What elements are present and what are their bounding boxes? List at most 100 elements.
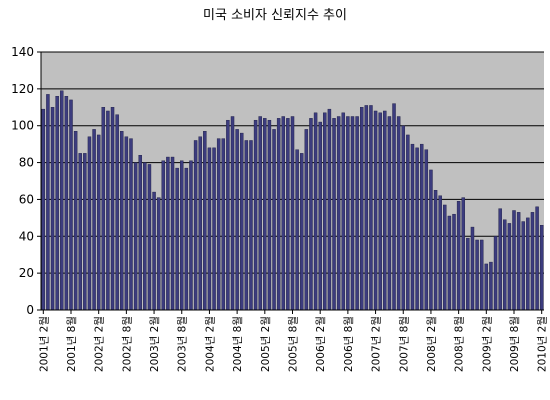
- x-tick-label: 2009년 2월: [481, 316, 493, 372]
- bar: [300, 153, 304, 311]
- x-tick-label: 2001년 8월: [66, 316, 78, 372]
- bar: [244, 140, 249, 311]
- bar: [115, 114, 119, 311]
- bar: [129, 138, 133, 311]
- bar: [373, 110, 378, 311]
- bar: [290, 116, 295, 311]
- bar: [341, 112, 345, 311]
- bar: [406, 134, 410, 311]
- bar: [346, 116, 350, 311]
- y-tick-label: 100: [11, 119, 34, 133]
- bar: [392, 103, 396, 311]
- bar: [350, 116, 355, 311]
- bar: [443, 204, 447, 311]
- bar: [387, 116, 392, 311]
- x-tick-label: 2008년 8월: [454, 316, 466, 372]
- bar: [198, 136, 202, 311]
- x-tick-label: 2004년 8월: [232, 316, 244, 372]
- x-tick-label: 2005년 2월: [260, 316, 272, 372]
- bar: [175, 167, 179, 311]
- bar: [456, 201, 461, 311]
- x-tick-label: 2001년 2월: [38, 316, 50, 372]
- bar: [452, 213, 456, 311]
- bar: [180, 160, 184, 311]
- bar: [383, 110, 387, 311]
- bar: [433, 190, 438, 311]
- bar: [124, 136, 129, 311]
- bar: [83, 153, 87, 311]
- bar: [240, 132, 244, 311]
- bar: [447, 215, 452, 311]
- bar: [235, 129, 239, 311]
- x-tick-label: 2008년 2월: [426, 316, 438, 372]
- bar: [276, 118, 281, 311]
- bar: [216, 138, 221, 311]
- bar: [364, 105, 369, 311]
- bar: [138, 154, 142, 311]
- bar: [461, 197, 465, 311]
- bar: [313, 112, 318, 311]
- y-tick-label: 0: [26, 303, 34, 317]
- bar: [55, 96, 59, 311]
- bar: [212, 147, 216, 311]
- bar: [272, 129, 276, 311]
- bar: [507, 223, 512, 311]
- bar: [535, 206, 539, 311]
- bar: [207, 147, 212, 311]
- bar: [396, 116, 401, 311]
- bar: [106, 110, 110, 311]
- bar: [360, 107, 364, 311]
- bar: [470, 226, 475, 311]
- bar: [147, 164, 152, 311]
- bar: [479, 239, 484, 311]
- bar: [530, 212, 535, 311]
- bar: [369, 105, 373, 311]
- x-tick-label: 2002년 2월: [94, 316, 106, 372]
- x-tick-label: 2005년 8월: [288, 316, 300, 372]
- bar: [110, 107, 115, 311]
- bar: [69, 99, 73, 311]
- bar: [526, 217, 530, 311]
- bar: [429, 169, 433, 311]
- bar: [419, 143, 424, 311]
- bar: [193, 140, 198, 311]
- bar: [96, 134, 101, 311]
- bar: [143, 162, 147, 311]
- y-tick-label: 120: [11, 82, 34, 96]
- bar: [267, 119, 272, 311]
- bar: [410, 143, 415, 311]
- bar: [498, 208, 502, 311]
- chart-title: 미국 소비자 신뢰지수 추이: [203, 8, 347, 23]
- bar: [318, 121, 322, 311]
- bar: [249, 140, 253, 311]
- x-tick-label: 2007년 8월: [398, 316, 410, 372]
- bar: [475, 239, 479, 311]
- bar: [263, 118, 267, 311]
- bar: [184, 167, 189, 311]
- bar: [226, 119, 230, 311]
- y-tick-label: 60: [19, 192, 34, 206]
- bars: [41, 90, 544, 311]
- bar: [78, 153, 82, 311]
- x-axis-ticks: 2001년 2월 2001년 8월 2002년 2월 2002년 8월 2003년 2월…: [38, 310, 549, 372]
- x-tick-label: 2010년 2월: [537, 316, 549, 372]
- bar: [493, 236, 498, 311]
- y-axis-ticks: 0 20 40 60 80 100 120 140: [11, 45, 41, 317]
- bar: [516, 212, 521, 311]
- bar: [161, 160, 166, 311]
- x-tick-label: 2009년 8월: [509, 316, 521, 372]
- bar: [101, 107, 106, 311]
- bar: [203, 131, 207, 311]
- bar: [332, 118, 336, 311]
- bar: [424, 149, 429, 311]
- bar: [336, 116, 341, 311]
- bar: [170, 156, 175, 311]
- y-tick-label: 140: [11, 45, 34, 59]
- bar: [415, 147, 419, 311]
- bar: [87, 136, 92, 311]
- bar: [152, 191, 156, 311]
- x-tick-label: 2003년 8월: [177, 316, 189, 372]
- bar: [41, 108, 46, 311]
- bar: [503, 219, 507, 311]
